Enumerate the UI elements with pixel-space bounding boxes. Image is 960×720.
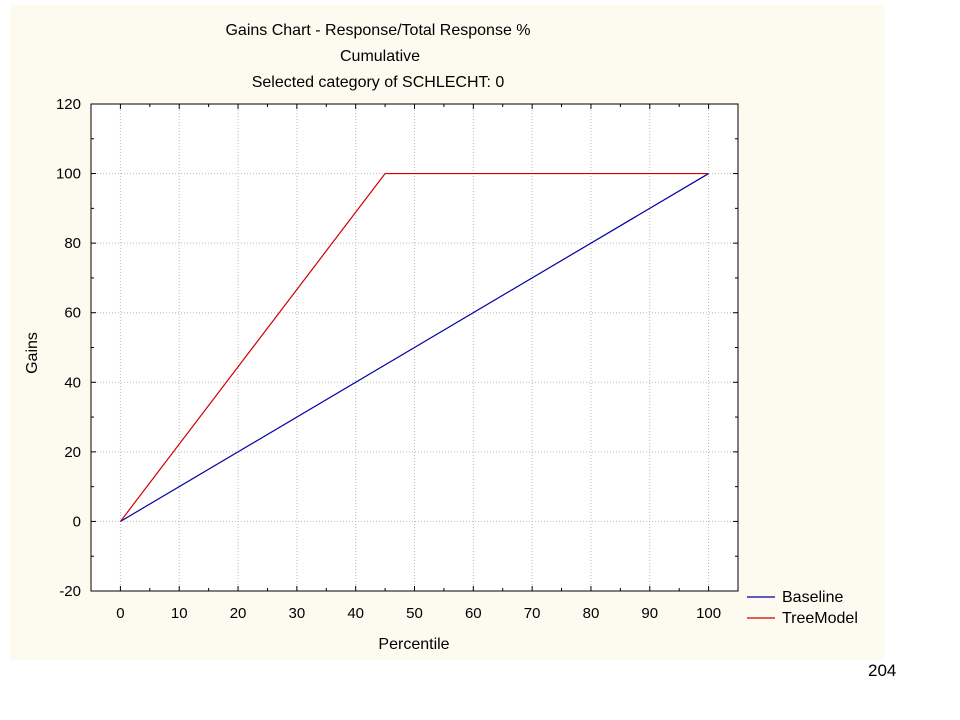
legend: Baseline TreeModel <box>747 589 858 627</box>
x-tick-label: 60 <box>465 605 482 622</box>
x-axis-label: Percentile <box>378 636 449 653</box>
legend-label: TreeModel <box>782 610 858 627</box>
y-tick-label: 60 <box>64 305 81 322</box>
legend-item-treemodel: TreeModel <box>747 610 858 627</box>
y-tick-label: -20 <box>59 583 81 600</box>
chart-title: Gains Chart - Response/Total Response % <box>225 22 530 39</box>
chart-panel: Gains Chart - Response/Total Response % … <box>10 5 885 660</box>
y-axis-label: Gains <box>24 332 41 374</box>
gains-chart: Gains Chart - Response/Total Response % … <box>24 22 858 653</box>
tick-labels: 0 10 20 30 40 50 60 70 80 90 100 -20 0 20 40 60 80 100 120 <box>56 96 721 622</box>
y-tick-label: 0 <box>73 513 81 530</box>
series-lines <box>119 172 709 522</box>
legend-item-baseline: Baseline <box>747 589 843 606</box>
x-tick-label: 80 <box>583 605 600 622</box>
chart-subtitle-cumulative: Cumulative <box>340 48 420 65</box>
y-tick-label: 20 <box>64 444 81 461</box>
y-tick-label: 40 <box>64 374 81 391</box>
x-tick-label: 50 <box>406 605 423 622</box>
x-tick-label: 70 <box>524 605 541 622</box>
x-tick-label: 90 <box>641 605 658 622</box>
series-line-treemodel <box>119 172 709 522</box>
y-tick-label: 80 <box>64 235 81 252</box>
chart-subtitle-category: Selected category of SCHLECHT: 0 <box>252 74 505 91</box>
x-tick-label: 40 <box>347 605 364 622</box>
y-tick-label: 120 <box>56 96 81 113</box>
x-tick-label: 0 <box>116 605 124 622</box>
x-tick-label: 20 <box>230 605 247 622</box>
page-number: 204 <box>868 661 897 680</box>
series-line-baseline <box>120 173 709 522</box>
x-tick-label: 30 <box>289 605 306 622</box>
x-tick-label: 10 <box>171 605 188 622</box>
y-tick-label: 100 <box>56 166 81 183</box>
plot-area-frame <box>90 103 739 592</box>
legend-label: Baseline <box>782 589 843 606</box>
x-tick-label: 100 <box>696 605 721 622</box>
